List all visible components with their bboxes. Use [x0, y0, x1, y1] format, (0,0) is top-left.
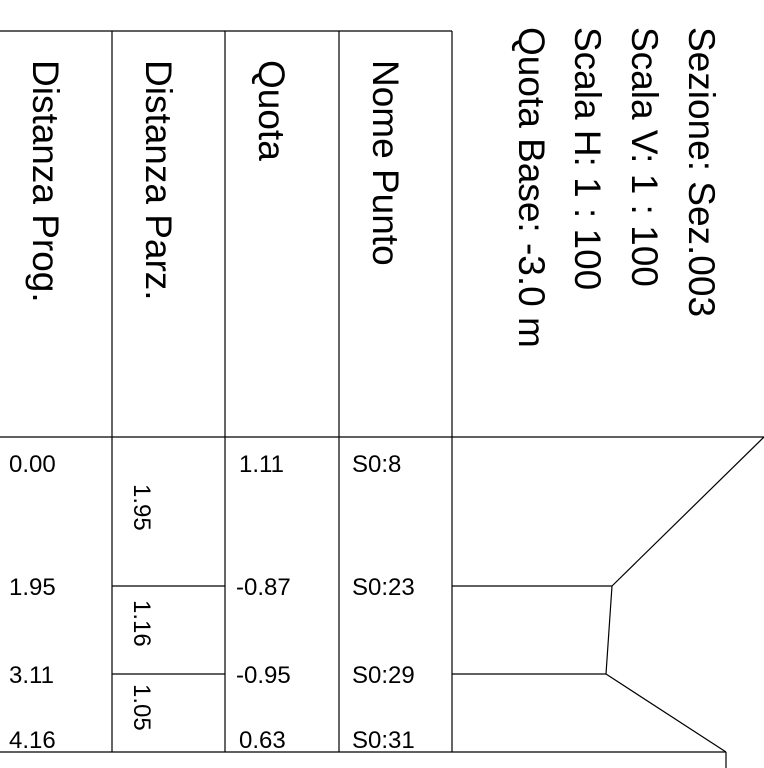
header-nome-punto: Nome Punto: [365, 60, 406, 266]
header-distanza-prog: Distanza Prog.: [25, 60, 66, 303]
parz-value: 1.16: [128, 600, 155, 647]
nome-punto-value: S0:31: [352, 727, 415, 754]
profile-upper-slope: [611, 436, 764, 587]
quota-value: -0.95: [236, 662, 291, 689]
sezione-label: Sezione: Sez.003: [681, 27, 722, 318]
nome-punto-value: S0:8: [352, 451, 402, 478]
prog-value: 1.95: [9, 574, 56, 601]
prog-value: 0.00: [9, 451, 56, 478]
profile-section-inner: [452, 585, 613, 675]
scala-h-label: Scala H: 1 : 100: [567, 27, 608, 291]
parz-value: 1.05: [128, 684, 155, 731]
scala-v-label: Scala V: 1 : 100: [624, 27, 665, 287]
prog-value: 3.11: [9, 662, 54, 689]
profile-lower-slope: [605, 673, 727, 753]
quota-value: 0.63: [239, 727, 286, 754]
nome-punto-value: S0:29: [352, 662, 415, 689]
prog-value: 4.16: [9, 727, 56, 754]
quota-value: 1.11: [239, 451, 284, 478]
header-distanza-parz: Distanza Parz.: [138, 60, 179, 301]
header-quota: Quota: [251, 60, 292, 161]
nome-punto-value: S0:23: [352, 574, 415, 601]
quota-base-label: Quota Base: -3.0 m: [511, 27, 552, 348]
quota-value: -0.87: [236, 574, 291, 601]
parz-value: 1.95: [128, 484, 155, 531]
